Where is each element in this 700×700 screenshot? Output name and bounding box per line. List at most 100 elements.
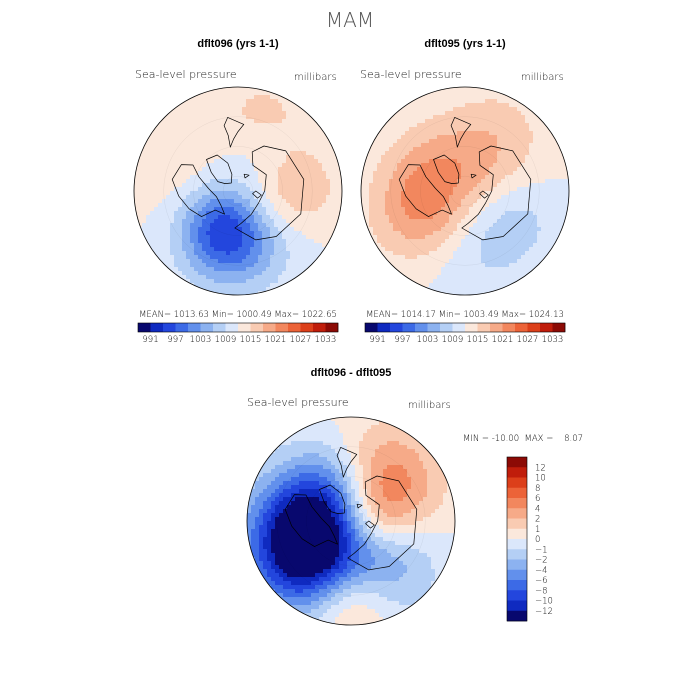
field-cell <box>322 199 327 204</box>
field-cell <box>549 167 554 172</box>
field-cell <box>290 167 295 172</box>
field-cell <box>537 159 542 164</box>
field-cell <box>266 135 271 140</box>
latitude-circle <box>193 146 283 236</box>
field-cell <box>405 219 410 224</box>
field-cell <box>314 127 319 132</box>
field-cell <box>262 119 267 124</box>
field-cell <box>533 215 538 220</box>
field-cell <box>553 147 558 152</box>
field-cell <box>310 191 315 196</box>
field-cell <box>230 199 235 204</box>
field-cell <box>330 211 335 216</box>
field-cell <box>266 91 271 96</box>
field-cell <box>449 215 454 220</box>
field-cell <box>437 175 442 180</box>
field-cell <box>262 135 267 140</box>
field-cell <box>214 143 219 148</box>
field-cell <box>242 195 247 200</box>
field-cell <box>338 219 342 224</box>
field-cell <box>473 135 478 140</box>
field-cell <box>363 461 368 466</box>
field-cell <box>310 219 315 224</box>
field-cell <box>326 143 331 148</box>
colorbar-tick-label: 1015 <box>467 335 489 345</box>
field-cell <box>423 445 428 450</box>
field-cell <box>537 135 542 140</box>
field-cell <box>485 151 490 156</box>
field-cell <box>246 251 251 256</box>
field-cell <box>385 171 390 176</box>
field-cell <box>505 259 510 264</box>
field-cell <box>533 211 538 216</box>
field-cell <box>473 227 478 232</box>
map2-colorbar: 991 997 1003 1009 1015 1021 1027 1033 <box>364 322 566 345</box>
field-cell <box>299 457 304 462</box>
field-cell <box>477 239 482 244</box>
field-cell <box>417 203 422 208</box>
field-cell <box>373 171 378 176</box>
field-cell <box>170 199 175 204</box>
field-cell <box>266 219 271 224</box>
field-cell <box>214 119 219 124</box>
field-cell <box>270 263 275 268</box>
field-cell <box>230 107 235 112</box>
field-cell <box>303 445 308 450</box>
field-cell <box>194 223 199 228</box>
field-cell <box>445 119 450 124</box>
field-cell <box>469 283 474 288</box>
field-cell <box>433 131 438 136</box>
field-cell <box>441 99 446 104</box>
field-cell <box>226 287 231 292</box>
field-cell <box>501 147 506 152</box>
field-cell <box>318 251 323 256</box>
field-cell <box>437 123 442 128</box>
field-cell <box>282 279 287 284</box>
field-cell <box>302 151 307 156</box>
field-cell <box>234 87 239 92</box>
field-cell <box>266 263 271 268</box>
colorbar-tick-label: 1015 <box>240 335 262 345</box>
field-cell <box>282 263 287 268</box>
field-cell <box>457 107 462 112</box>
field-cell <box>302 135 307 140</box>
field-cell <box>170 111 175 116</box>
field-cell <box>242 87 247 92</box>
field-cell <box>505 199 510 204</box>
field-cell <box>513 219 518 224</box>
field-cell <box>258 99 263 104</box>
field-cell <box>413 235 418 240</box>
field-cell <box>445 147 450 152</box>
field-cell <box>186 279 191 284</box>
field-cell <box>190 103 195 108</box>
field-cell <box>437 151 442 156</box>
field-cell <box>238 291 243 295</box>
field-cell <box>306 155 311 160</box>
field-cell <box>174 111 179 116</box>
field-cell <box>457 123 462 128</box>
field-cell <box>182 243 187 248</box>
field-cell <box>397 155 402 160</box>
field-cell <box>405 187 410 192</box>
field-cell <box>190 191 195 196</box>
field-cell <box>385 215 390 220</box>
field-cell <box>469 291 474 295</box>
field-cell <box>234 111 239 116</box>
field-cell <box>294 239 299 244</box>
field-cell <box>465 195 470 200</box>
field-cell <box>501 271 506 276</box>
field-cell <box>202 275 207 280</box>
field-cell <box>389 167 394 172</box>
field-cell <box>254 147 259 152</box>
field-cell <box>489 107 494 112</box>
field-cell <box>218 179 223 184</box>
field-cell <box>449 95 454 100</box>
field-cell <box>170 179 175 184</box>
colorbar-swatch <box>138 323 151 332</box>
field-cell <box>405 251 410 256</box>
field-cell <box>290 235 295 240</box>
field-cell <box>433 223 438 228</box>
field-cell <box>234 151 239 156</box>
field-cell <box>521 223 526 228</box>
field-cell <box>465 131 470 136</box>
